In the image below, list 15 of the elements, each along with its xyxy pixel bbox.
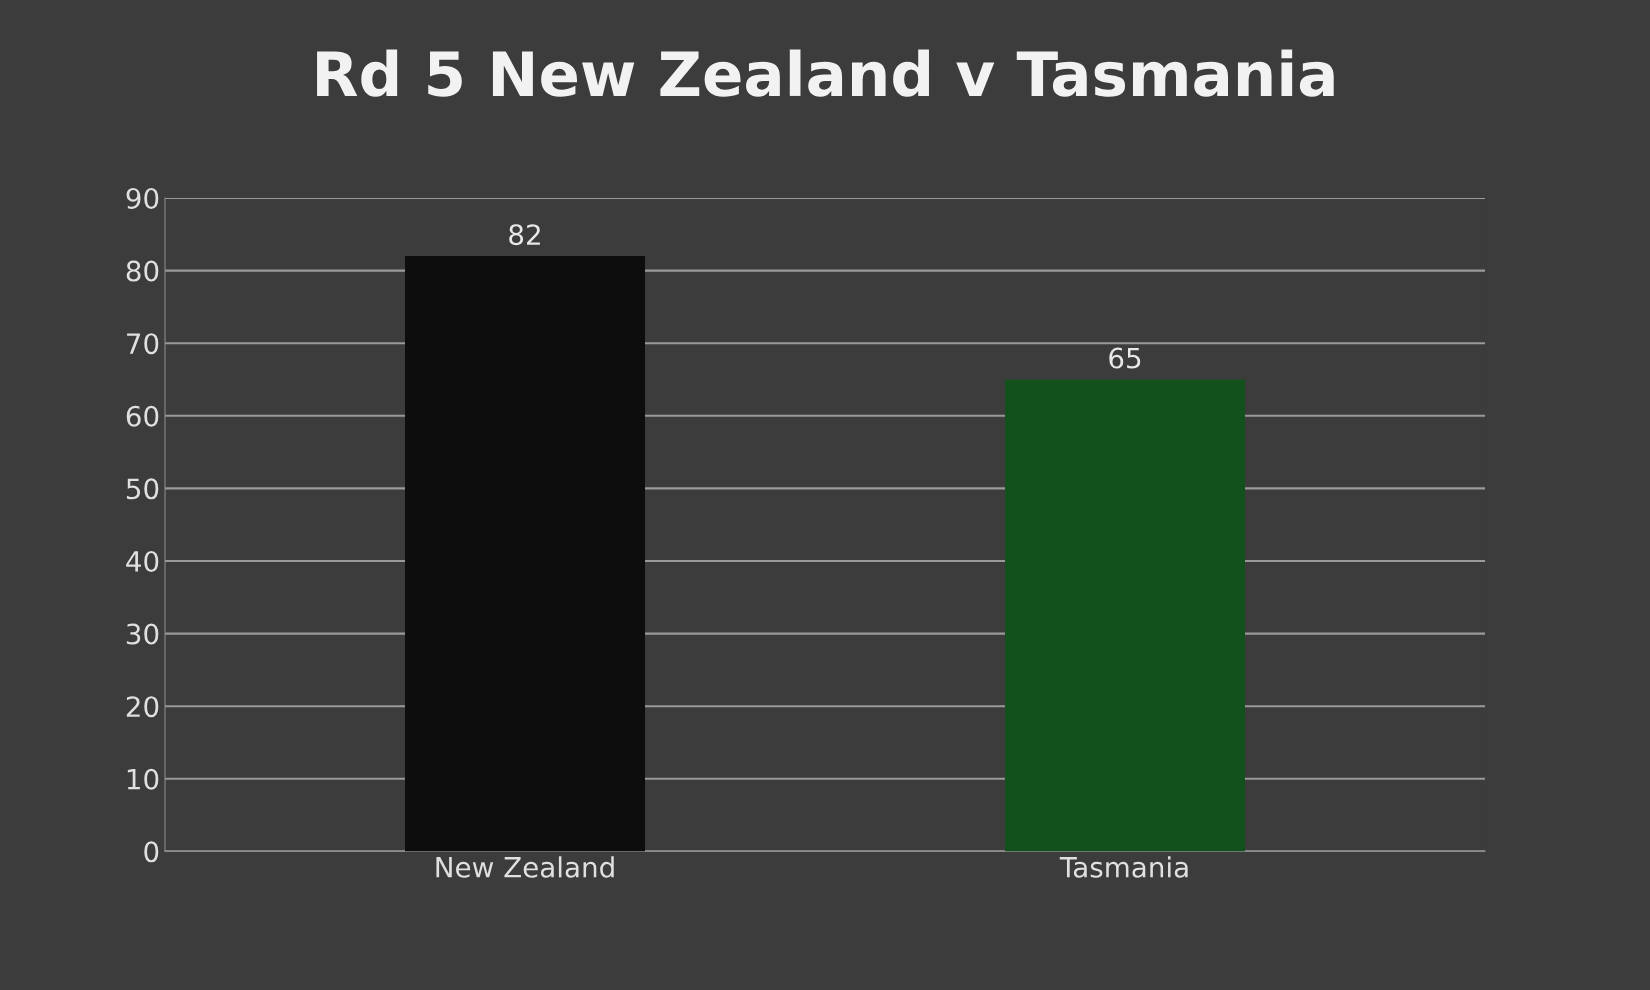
data-label: 82 xyxy=(509,224,540,246)
y-tick-label: 20 xyxy=(126,696,159,718)
y-tick-label: 30 xyxy=(126,623,159,645)
x-tick-label: New Zealand xyxy=(436,856,614,878)
data-label: 65 xyxy=(1109,347,1141,369)
y-tick-label: 0 xyxy=(144,841,159,863)
chart-title: Rd 5 New Zealand v Tasmania xyxy=(317,49,1334,97)
y-tick-label: 60 xyxy=(126,405,159,427)
x-tick-label: Tasmania xyxy=(1059,856,1188,878)
y-tick-label: 80 xyxy=(126,260,159,282)
y-tick-label: 10 xyxy=(127,768,159,790)
y-tick-label: 50 xyxy=(126,478,159,500)
y-tick-label: 90 xyxy=(126,187,159,209)
y-tick-label: 70 xyxy=(127,333,159,355)
y-tick-label: 40 xyxy=(126,550,159,572)
